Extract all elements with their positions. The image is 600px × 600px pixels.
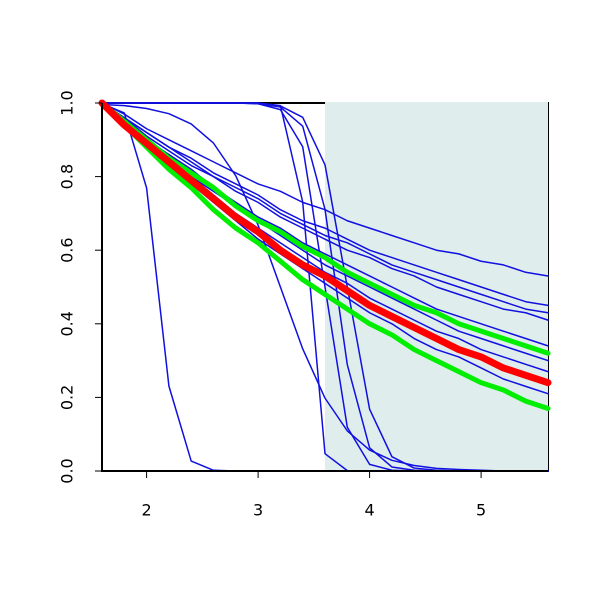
x-tick-label: 3 [253, 501, 263, 520]
y-tick-label: 0.4 [58, 311, 77, 336]
data-line [101, 102, 549, 307]
y-tick-label: 0.0 [58, 458, 77, 483]
x-tick-label: 2 [142, 501, 152, 520]
data-line [99, 100, 551, 411]
data-line [101, 102, 549, 314]
data-line [101, 102, 549, 347]
shaded-region [325, 102, 548, 470]
data-line [98, 99, 552, 387]
y-tick-label: 0.8 [58, 164, 77, 189]
x-tick-label: 5 [476, 501, 486, 520]
data-line [99, 100, 551, 356]
x-tick-label: 4 [365, 501, 375, 520]
y-tick-label: 0.2 [58, 385, 77, 410]
y-tick-label: 1.0 [58, 90, 77, 115]
y-tick-label: 0.6 [58, 237, 77, 262]
data-line [101, 102, 549, 321]
